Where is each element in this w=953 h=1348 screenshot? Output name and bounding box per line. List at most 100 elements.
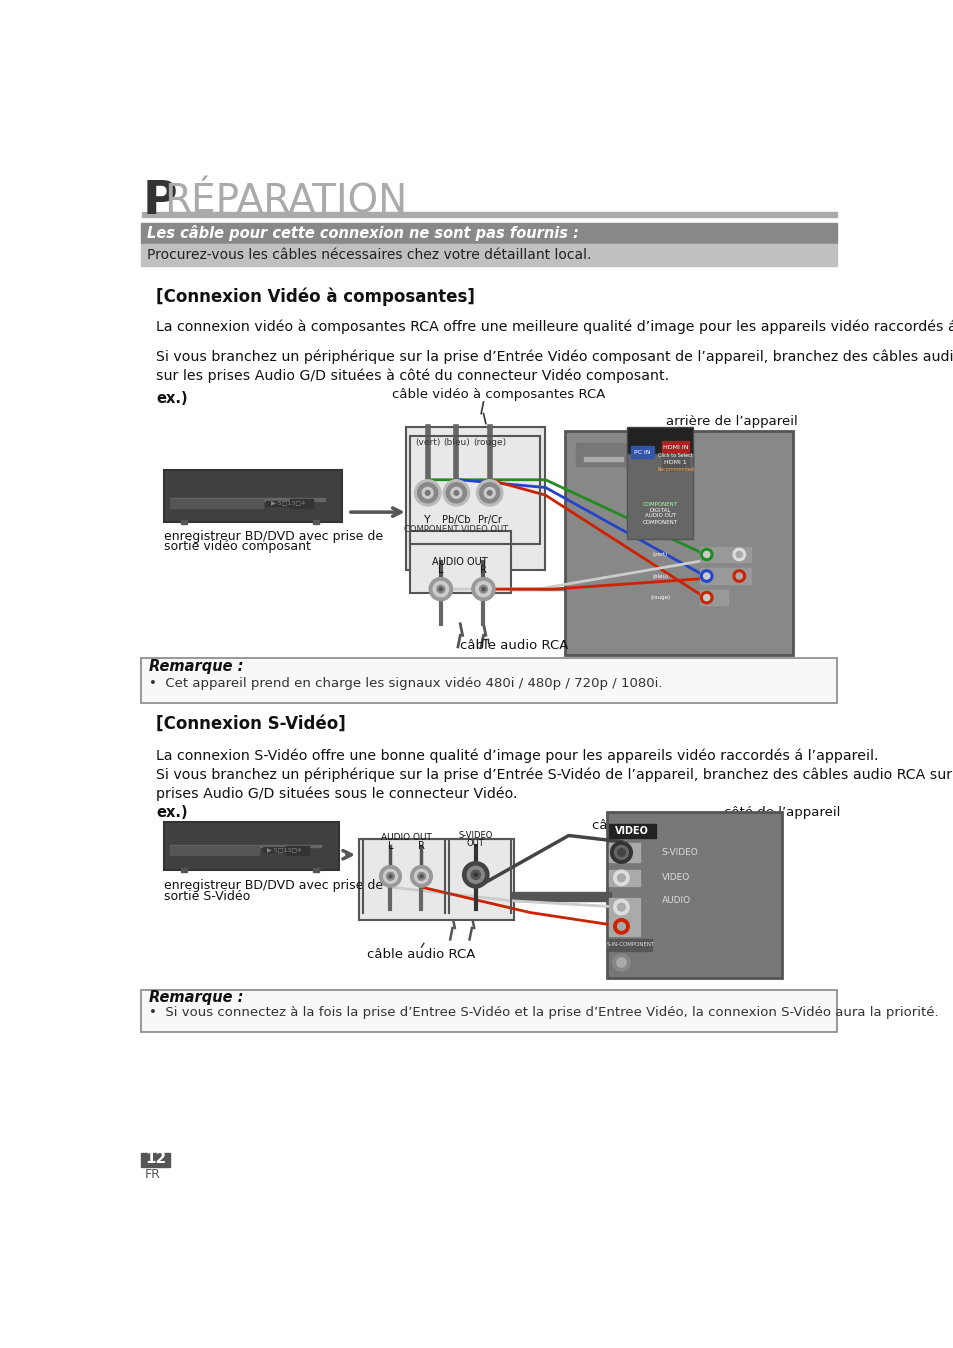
Text: VIDEO: VIDEO [615, 826, 649, 836]
Bar [410, 435, 539, 543]
Text: PC IN: PC IN [634, 449, 650, 454]
Text: S-IN-COMPONENT: S-IN-COMPONENT [606, 942, 654, 948]
Circle shape [617, 922, 624, 930]
Text: (rouge): (rouge) [473, 438, 506, 448]
Text: sortie vidéo composant: sortie vidéo composant [164, 541, 311, 553]
Circle shape [446, 483, 466, 503]
Bar [700, 547, 727, 562]
Text: AUDIO: AUDIO [661, 896, 690, 906]
Circle shape [415, 480, 440, 506]
Text: Procurez-vous les câbles nécessaires chez votre détaillant local.: Procurez-vous les câbles nécessaires che… [147, 248, 591, 262]
Bar [142, 212, 836, 217]
Text: La connexion S-Vidéo offre une bonne qualité d’image pour les appareils vidéo ra: La connexion S-Vidéo offre une bonne qua… [156, 748, 953, 801]
Circle shape [474, 874, 476, 876]
Text: COMPONENT: COMPONENT [642, 519, 677, 524]
Text: COMPONENT VIDEO OUT: COMPONENT VIDEO OUT [404, 526, 508, 534]
Circle shape [439, 588, 442, 590]
Circle shape [386, 872, 394, 880]
Bar [626, 454, 692, 539]
Bar [359, 840, 514, 921]
Text: VIDEO: VIDEO [661, 874, 689, 883]
Bar [164, 822, 338, 871]
Circle shape [419, 875, 422, 878]
Text: Recommended: Recommended [657, 468, 694, 472]
Circle shape [487, 491, 492, 495]
Circle shape [700, 549, 712, 561]
Circle shape [703, 594, 709, 601]
Text: Les câble pour cette connexion ne sont pas fournis :: Les câble pour cette connexion ne sont p… [147, 225, 578, 241]
Circle shape [484, 488, 495, 499]
Text: enregistreur BD/DVD avec prise de: enregistreur BD/DVD avec prise de [164, 879, 383, 892]
Circle shape [614, 845, 628, 860]
Circle shape [476, 581, 491, 597]
Circle shape [443, 480, 469, 506]
Text: câble audio RCA: câble audio RCA [367, 949, 476, 961]
Text: câble S-Vidéo: câble S-Vidéo [592, 820, 681, 832]
Circle shape [451, 488, 461, 499]
Circle shape [479, 483, 499, 503]
Bar [262, 847, 305, 852]
Circle shape [471, 871, 480, 879]
Circle shape [736, 573, 741, 580]
Text: [Connexion S-Vidéo]: [Connexion S-Vidéo] [156, 714, 346, 733]
Text: Si vous branchez un périphérique sur la prise d’Entrée Vidéo composant de l’appa: Si vous branchez un périphérique sur la … [156, 349, 953, 383]
Text: ex.): ex.) [156, 805, 188, 820]
Text: sortie S-Vidéo: sortie S-Vidéo [164, 890, 251, 903]
Bar [564, 431, 793, 655]
Text: FR: FR [145, 1167, 160, 1181]
Circle shape [410, 865, 432, 887]
Bar [576, 442, 630, 466]
Text: ex.): ex.) [156, 391, 188, 406]
Text: La connexion vidéo à composantes RCA offre une meilleure qualité d’image pour le: La connexion vidéo à composantes RCA off… [156, 319, 953, 334]
Circle shape [700, 592, 712, 604]
Circle shape [617, 958, 625, 967]
Circle shape [467, 867, 484, 883]
Bar [406, 427, 545, 570]
Circle shape [610, 841, 632, 863]
Circle shape [417, 483, 437, 503]
Circle shape [732, 549, 744, 561]
Text: Click to Select: Click to Select [658, 453, 692, 458]
Bar [141, 244, 836, 267]
Bar [608, 940, 651, 950]
Text: OUT: OUT [466, 838, 484, 848]
Bar [181, 868, 187, 872]
Bar [630, 446, 654, 458]
Bar [266, 500, 309, 506]
Circle shape [703, 551, 709, 558]
Circle shape [479, 585, 487, 593]
Text: AUDIO OUT: AUDIO OUT [432, 557, 488, 568]
Text: ▶ 5□13□4: ▶ 5□13□4 [267, 847, 301, 852]
Bar [700, 569, 727, 584]
Bar [626, 427, 692, 469]
Bar [170, 845, 258, 855]
Circle shape [703, 573, 709, 580]
Text: [Connexion Vidéo à composantes]: [Connexion Vidéo à composantes] [156, 287, 475, 306]
Text: AUDIO OUT: AUDIO OUT [644, 514, 675, 519]
Bar [170, 845, 320, 847]
Circle shape [613, 919, 629, 934]
Text: HDMI IN: HDMI IN [662, 445, 688, 450]
Text: COMPONENT: COMPONENT [642, 501, 677, 507]
Circle shape [617, 874, 624, 882]
Bar [170, 499, 324, 500]
Circle shape [389, 875, 392, 878]
Bar [510, 892, 611, 900]
Circle shape [472, 577, 495, 601]
Text: ▶ 5□13□4: ▶ 5□13□4 [271, 500, 305, 506]
Text: 12: 12 [145, 1151, 166, 1166]
Bar [607, 813, 781, 977]
Circle shape [617, 903, 624, 911]
Text: •  Si vous connectez à la fois la prise d’Entree S-Vidéo et la prise d’Entree Vi: • Si vous connectez à la fois la prise d… [149, 1006, 938, 1019]
Bar [661, 441, 688, 454]
Bar [608, 917, 639, 936]
Circle shape [612, 954, 629, 971]
Bar [141, 658, 836, 704]
Bar [608, 871, 639, 886]
Bar [164, 469, 342, 522]
Text: R: R [479, 565, 486, 574]
Bar [141, 989, 836, 1031]
Text: (bleu): (bleu) [652, 573, 667, 578]
Circle shape [462, 861, 488, 888]
Circle shape [433, 581, 448, 597]
